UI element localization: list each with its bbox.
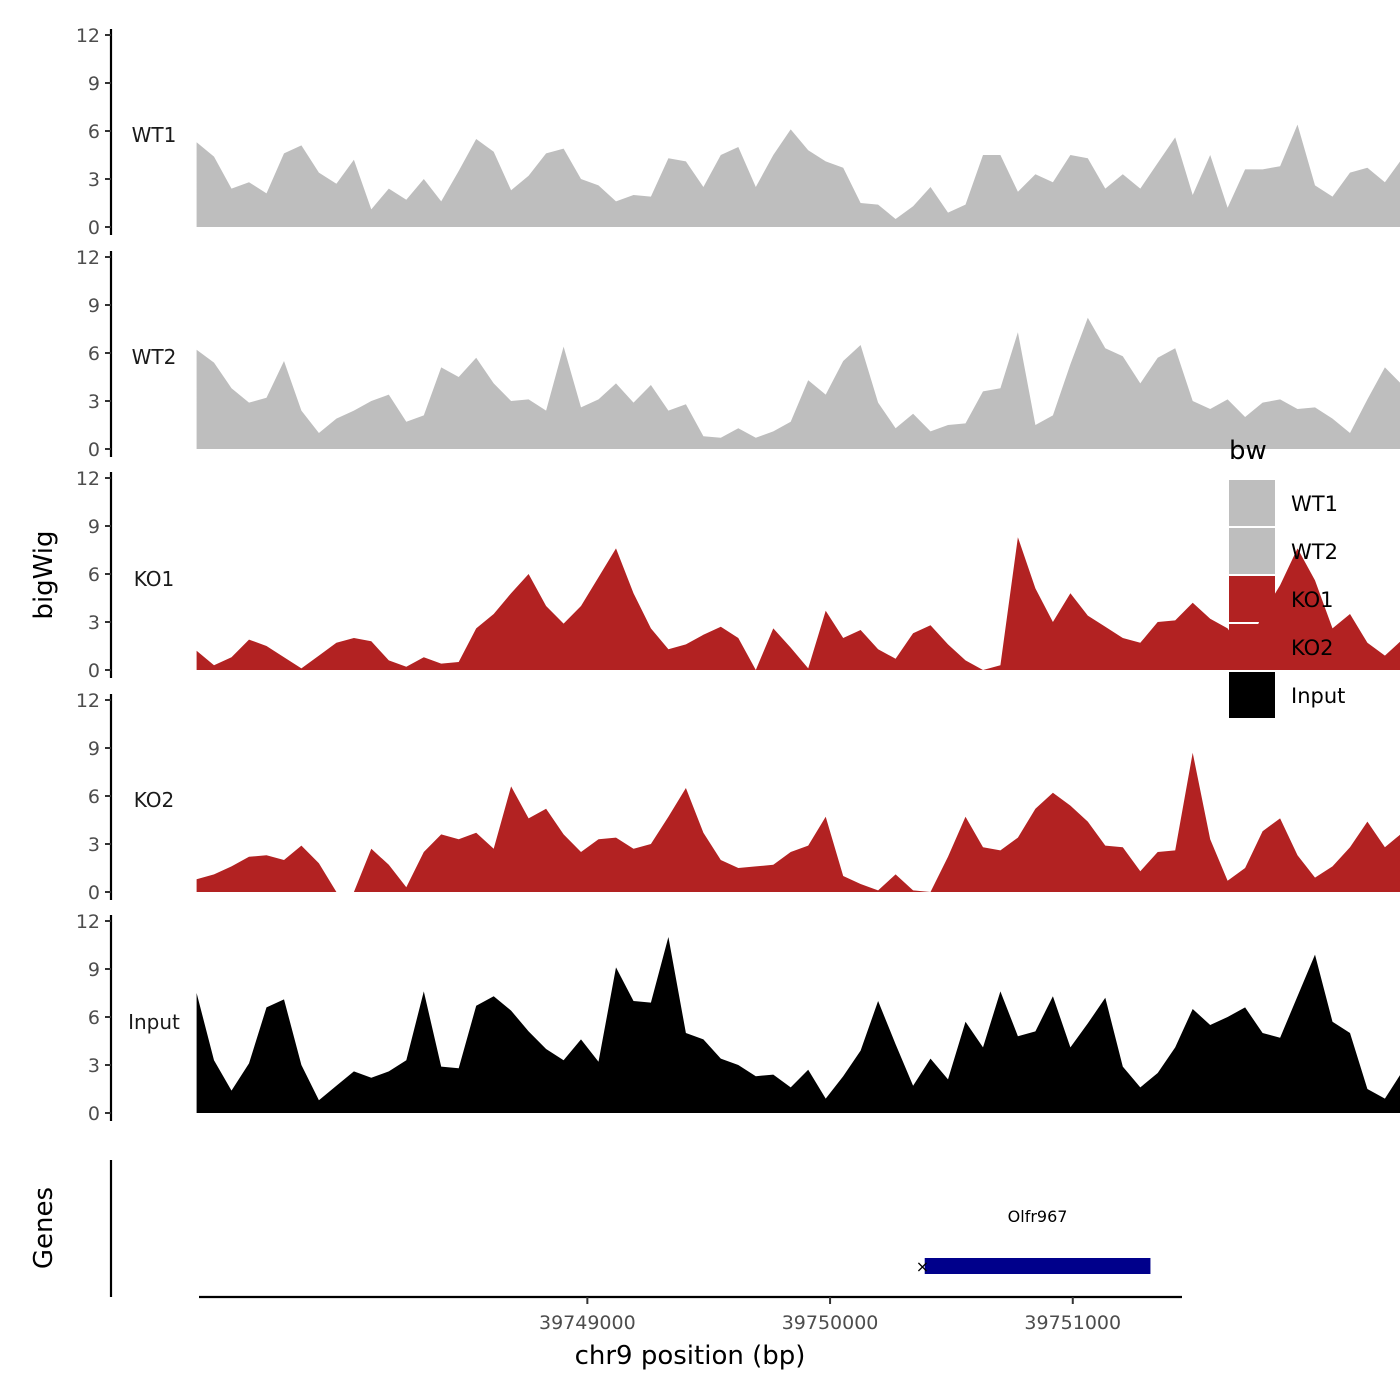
y-axis-title: bigWig	[29, 530, 59, 619]
area-ko1	[196, 537, 1400, 670]
x-tick-label-39749000: 39749000	[539, 1312, 636, 1334]
y-tick-label-input-0: 0	[88, 1103, 100, 1125]
y-tick-label-wt1-6: 6	[88, 121, 100, 143]
legend-label-wt2: WT2	[1291, 540, 1338, 564]
track-label-ko2: KO2	[134, 788, 175, 812]
legend-swatch-ko1	[1229, 576, 1275, 622]
gene-label: Olfr967	[1008, 1207, 1068, 1226]
gene-strand-marker: ×	[916, 1257, 929, 1276]
y-tick-label-wt2-6: 6	[88, 343, 100, 365]
legend-swatch-wt1	[1229, 480, 1275, 526]
area-wt1	[196, 124, 1400, 227]
y-tick-label-ko2-12: 12	[76, 690, 100, 712]
legend-label-ko1: KO1	[1291, 588, 1334, 612]
track-label-wt2: WT2	[132, 345, 177, 369]
legend-label-ko2: KO2	[1291, 636, 1334, 660]
x-tick-label-39750000: 39750000	[782, 1312, 879, 1334]
y-tick-label-input-3: 3	[88, 1055, 100, 1077]
legend-swatch-wt2	[1229, 528, 1275, 574]
area-input	[196, 937, 1400, 1113]
y-tick-label-wt2-3: 3	[88, 391, 100, 413]
genes-axis-title: Genes	[29, 1187, 59, 1269]
area-wt2	[196, 317, 1400, 449]
track-label-ko1: KO1	[134, 567, 175, 591]
y-tick-label-input-6: 6	[88, 1007, 100, 1029]
legend: bw WT1 WT2 KO1 KO2 Input	[1229, 436, 1345, 718]
y-tick-label-ko1-3: 3	[88, 612, 100, 634]
y-tick-label-input-9: 9	[88, 959, 100, 981]
y-tick-label-wt2-9: 9	[88, 295, 100, 317]
y-tick-label-ko2-3: 3	[88, 834, 100, 856]
genes-panel: Genes Olfr967 ×	[29, 1160, 1151, 1297]
y-tick-label-ko1-12: 12	[76, 468, 100, 490]
y-tick-label-ko1-6: 6	[88, 564, 100, 586]
legend-swatch-input	[1229, 672, 1275, 718]
track-label-wt1: WT1	[132, 123, 177, 147]
x-axis: 39749000 39750000 39751000	[199, 1295, 1182, 1334]
y-tick-label-wt1-12: 12	[76, 25, 100, 47]
track-input: Input 0 3 6 9 12	[76, 911, 1400, 1125]
y-tick-label-wt1-9: 9	[88, 73, 100, 95]
y-tick-label-ko2-9: 9	[88, 738, 100, 760]
track-wt2: WT2 0 3 6 9 12	[76, 247, 1400, 461]
y-tick-label-ko1-9: 9	[88, 516, 100, 538]
area-ko2	[196, 752, 1400, 892]
y-tick-label-ko2-6: 6	[88, 786, 100, 808]
y-tick-label-wt1-0: 0	[88, 217, 100, 239]
y-tick-label-wt2-12: 12	[76, 247, 100, 269]
legend-label-wt1: WT1	[1291, 492, 1338, 516]
x-axis-title: chr9 position (bp)	[575, 1341, 806, 1371]
x-tick-label-39751000: 39751000	[1024, 1312, 1121, 1334]
track-wt1: WT1 0 3 6 9 12	[76, 25, 1400, 239]
legend-swatch-ko2	[1229, 624, 1275, 670]
y-tick-label-wt2-0: 0	[88, 439, 100, 461]
y-tick-label-input-12: 12	[76, 911, 100, 933]
track-label-input: Input	[128, 1010, 180, 1034]
y-tick-label-wt1-3: 3	[88, 169, 100, 191]
track-ko2: KO2 0 3 6 9 12	[76, 690, 1400, 904]
legend-label-input: Input	[1291, 684, 1345, 708]
gene-body-olfr967	[924, 1258, 1151, 1274]
track-ko1: KO1 0 3 6 9 12	[76, 468, 1400, 682]
legend-title: bw	[1229, 436, 1267, 466]
y-tick-label-ko2-0: 0	[88, 882, 100, 904]
y-tick-label-ko1-0: 0	[88, 660, 100, 682]
